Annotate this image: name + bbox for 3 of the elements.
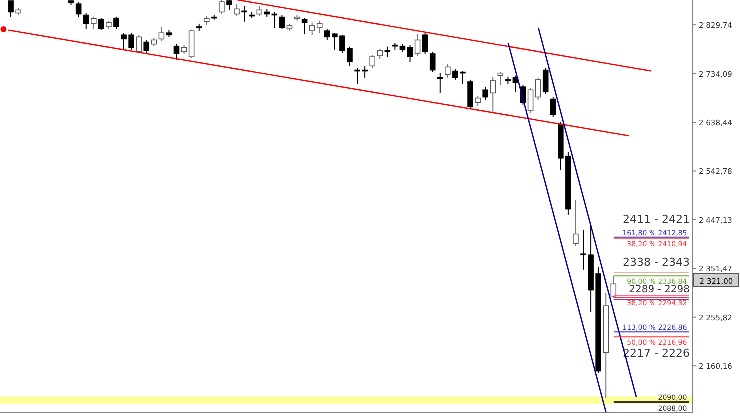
annotation: 2338 - 2343 [623,256,690,269]
annotation: 2289 - 2298 [629,284,690,296]
annotation: 2411 - 2421 [623,213,690,226]
